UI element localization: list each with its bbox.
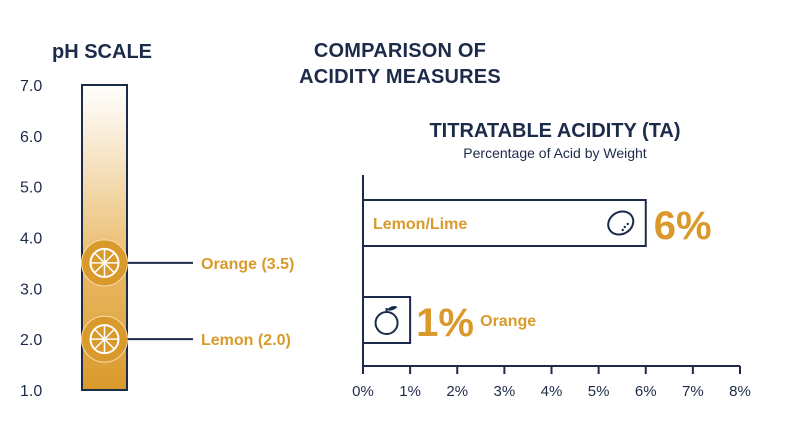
slice-segment [94,328,115,350]
ta-x-tick-label: 5% [588,383,610,400]
main-title: COMPARISON OF ACIDITY MEASURES [270,38,530,90]
orange-icon-leaf [386,306,398,311]
titratable-acidity-chart: TITRATABLE ACIDITY (TA) Percentage of Aci… [352,120,751,400]
ph-tick-label: 2.0 [20,332,42,349]
ph-tick-label: 3.0 [20,281,42,298]
ph-tick-label: 5.0 [20,180,42,197]
ta-x-tick-label: 4% [541,383,563,400]
orange-icon [374,306,399,335]
ta-bar-category-label: Orange [480,313,536,330]
slice-segment [94,252,115,274]
main-title-line1: COMPARISON OF [313,40,487,62]
ta-x-tick-label: 2% [446,383,468,400]
orange-slice-icon [81,239,128,287]
ph-tick-label: 1.0 [20,383,42,400]
lemon-icon-dot [621,228,624,232]
lemon-icon-dot [623,225,626,229]
lemon-icon-dot [626,222,629,226]
ta-chart-subtitle: Percentage of Acid by Weight [463,145,647,161]
ph-chart-title: pH SCALE [52,41,152,63]
ph-tick-label: 7.0 [20,78,42,95]
ta-x-tick-label: 8% [729,383,751,400]
main-title-line2: ACIDITY MEASURES [299,66,501,88]
ph-tick-label: 4.0 [20,231,42,248]
ph-marker-label: Lemon (2.0) [201,332,291,349]
ta-x-tick-label: 7% [682,383,704,400]
ph-scale-chart: pH SCALE 7.0 6.0 5.0 4.0 3.0 2.0 1.0 Orange (3.5… [20,41,294,400]
ta-x-tick-label: 3% [494,383,516,400]
ta-chart-title: TITRATABLE ACIDITY (TA) [429,120,680,142]
ph-marker-label: Orange (3.5) [201,256,294,273]
ta-x-tick-label: 6% [635,383,657,400]
lemon-slice-icon [81,315,128,363]
ta-value-label: 1% [416,301,474,345]
ta-bar-orange [362,296,412,344]
ta-bar-category-label: Lemon/Lime [373,216,467,233]
ta-x-tick-label: 0% [352,383,374,400]
ta-x-tick-label: 1% [399,383,421,400]
ta-bar-lemon-lime [362,199,647,247]
lemon-icon [607,210,635,236]
lemon-icon-body [607,210,635,236]
ta-value-label: 6% [654,204,712,248]
ph-tick-label: 6.0 [20,129,42,146]
